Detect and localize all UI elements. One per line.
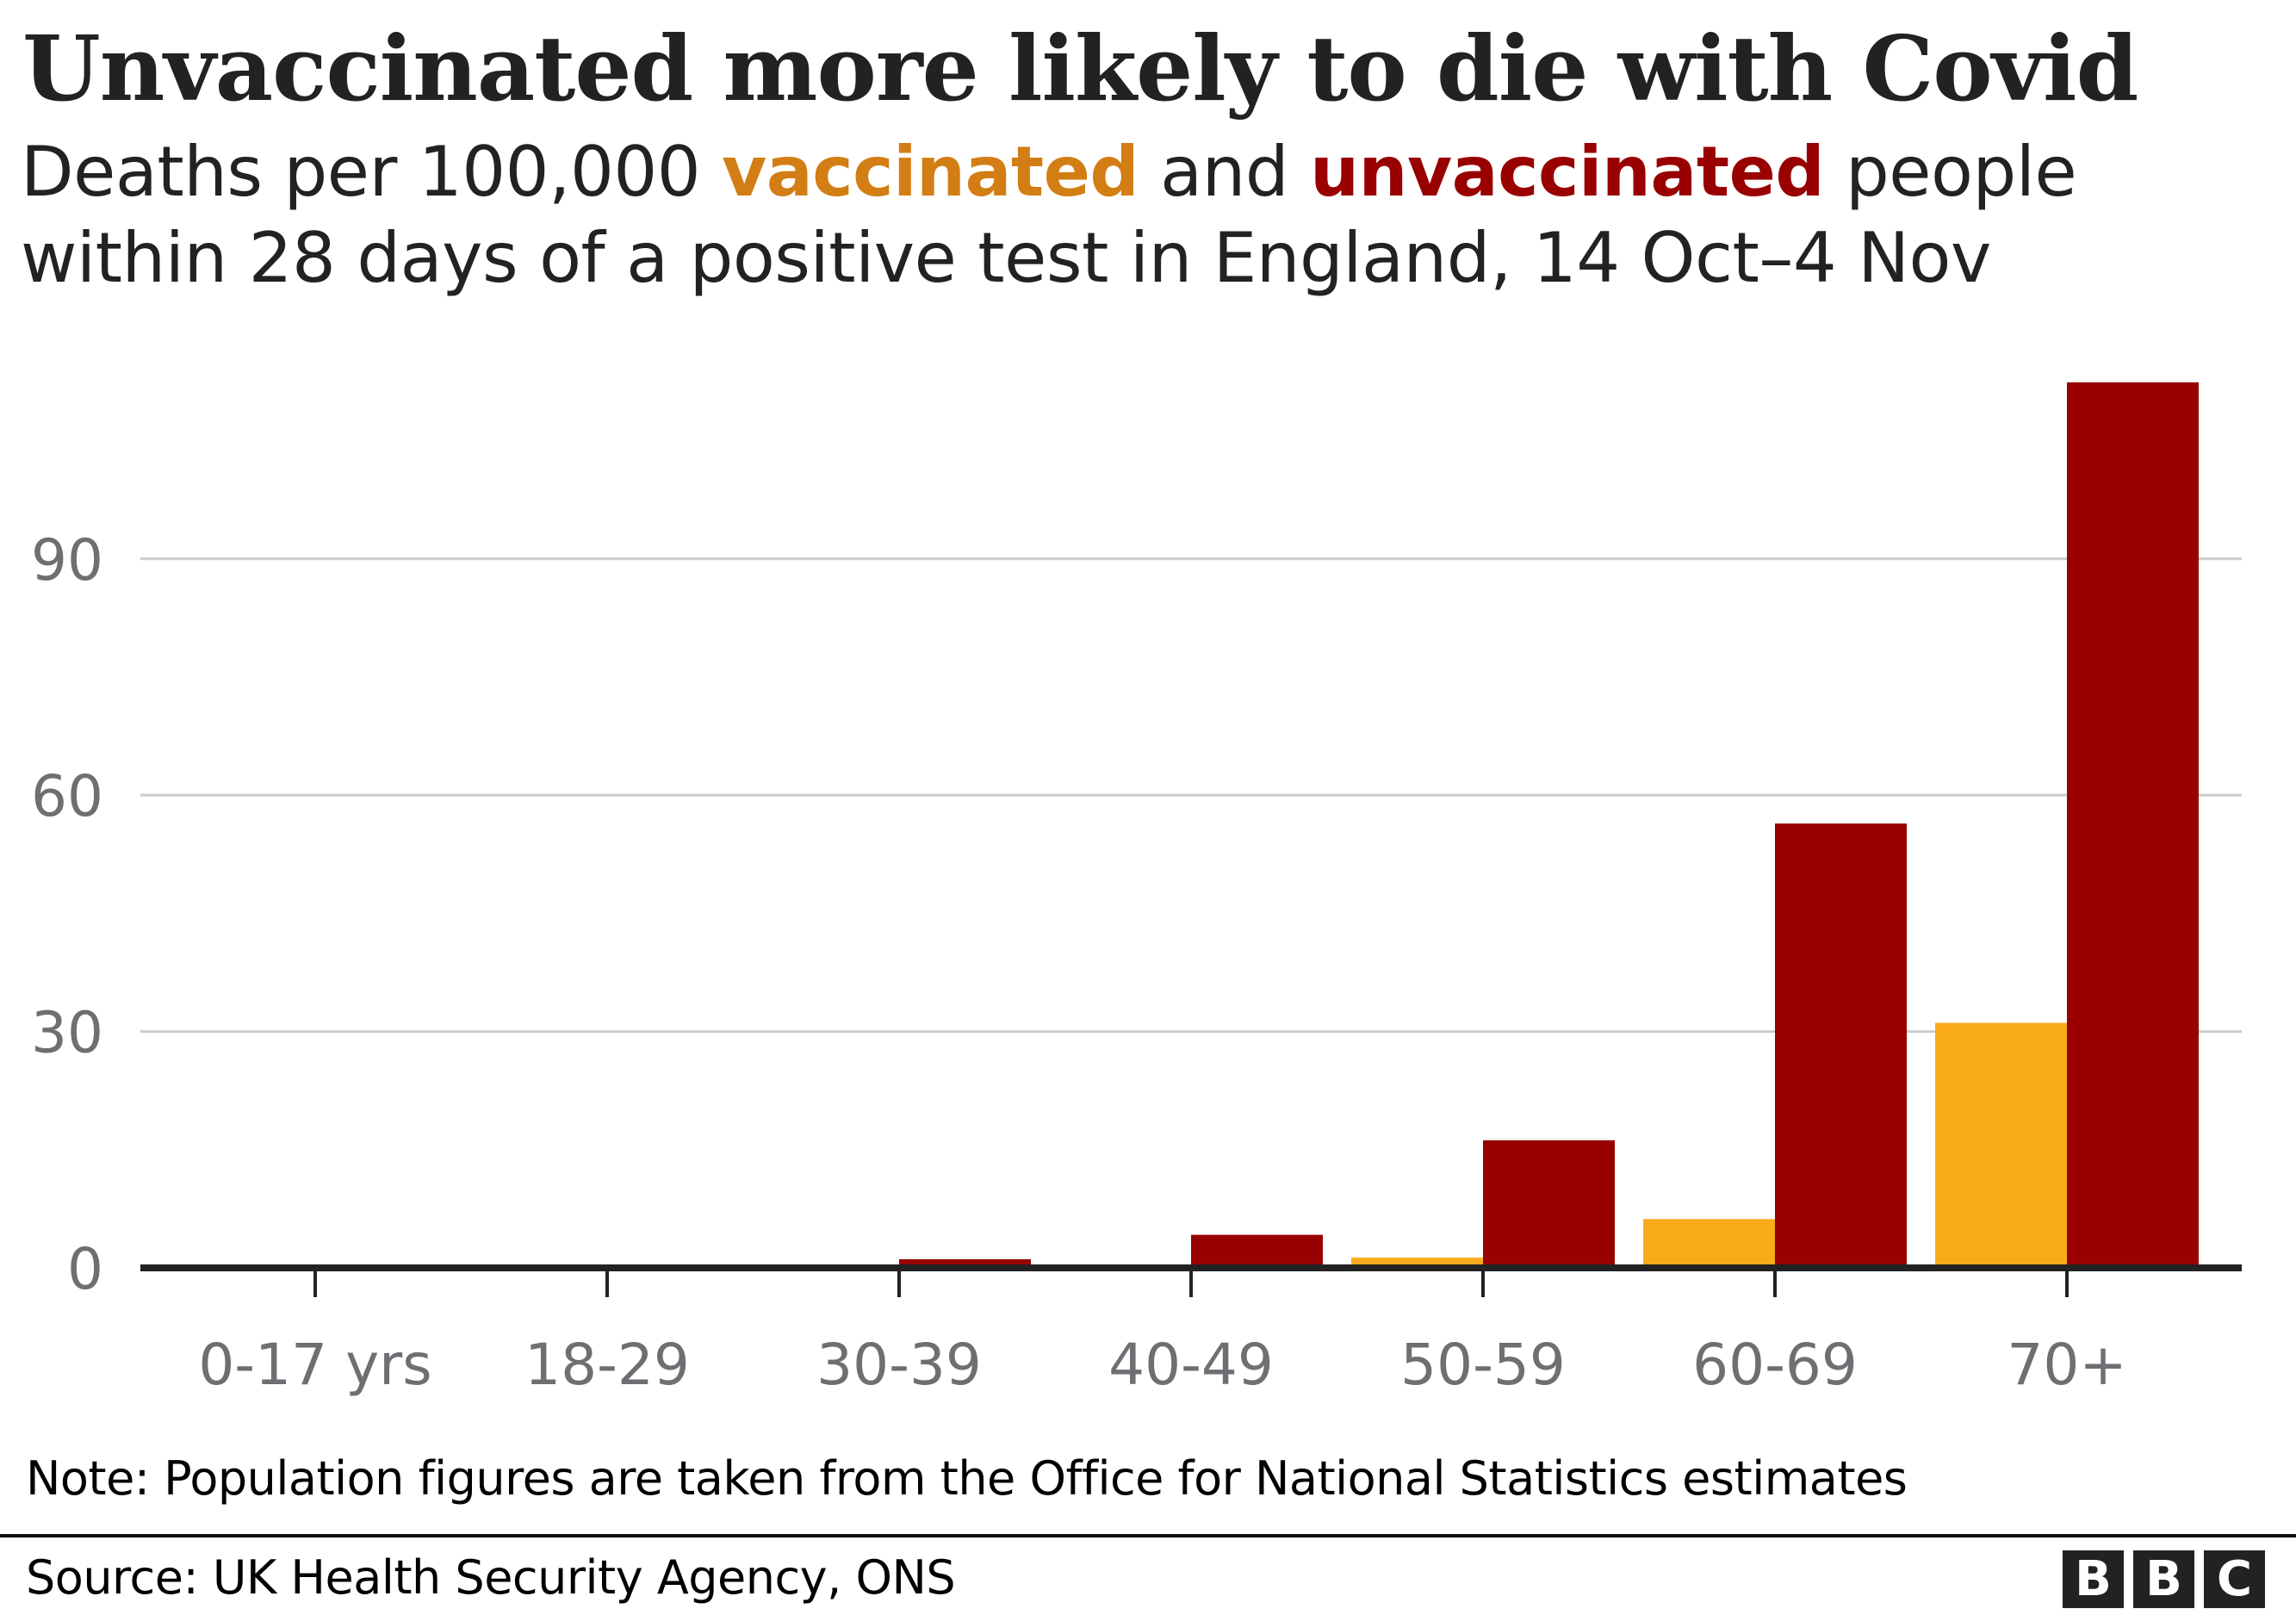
bar-chart: 0 30 60 90 0-17 yrs 18-29 30-39 40-49 50-59 60-6… bbox=[31, 382, 2242, 1398]
subtitle-text: and bbox=[1139, 132, 1311, 212]
bbc-logo-letter: B bbox=[2063, 1550, 2124, 1608]
legend-unvaccinated: unvaccinated bbox=[1310, 132, 1825, 212]
chart-title: Unvaccinated more likely to die with Cov… bbox=[22, 16, 2138, 121]
x-tick-label: 40-49 bbox=[1108, 1332, 1274, 1398]
chart-source: Source: UK Health Security Agency, ONS bbox=[26, 1550, 956, 1605]
y-axis-labels: 0 30 60 90 bbox=[31, 527, 103, 1302]
x-tick-label: 50-59 bbox=[1400, 1332, 1566, 1398]
bar-unvaccinated bbox=[1483, 1140, 1615, 1268]
x-tick-label: 30-39 bbox=[816, 1332, 982, 1398]
x-axis bbox=[140, 1264, 2242, 1297]
bar-vaccinated bbox=[1351, 1258, 1483, 1268]
subtitle-text: people bbox=[1824, 132, 2077, 212]
y-tick-label: 60 bbox=[31, 763, 103, 829]
subtitle-text: Deaths per 100,000 bbox=[21, 132, 723, 212]
bar-unvaccinated bbox=[1191, 1234, 1323, 1268]
x-tick-label: 70+ bbox=[2007, 1332, 2126, 1398]
x-axis-labels: 0-17 yrs 18-29 30-39 40-49 50-59 60-69 70+ bbox=[198, 1332, 2126, 1398]
bbc-logo: B B C bbox=[2063, 1550, 2265, 1608]
footer-divider bbox=[0, 1534, 2296, 1537]
legend-vaccinated: vaccinated bbox=[722, 132, 1139, 212]
chart-subtitle: Deaths per 100,000 vaccinated and unvacc… bbox=[21, 129, 2077, 301]
chart-note: Note: Population figures are taken from … bbox=[26, 1451, 1908, 1506]
subtitle-line-2: within 28 days of a positive test in Eng… bbox=[21, 218, 1991, 298]
x-tick-label: 0-17 yrs bbox=[198, 1332, 431, 1398]
bar-unvaccinated bbox=[1775, 823, 1907, 1268]
x-tick-label: 60-69 bbox=[1692, 1332, 1858, 1398]
y-tick-label: 30 bbox=[31, 1000, 103, 1066]
bar-vaccinated bbox=[1935, 1022, 2067, 1268]
bar-vaccinated bbox=[1643, 1219, 1775, 1268]
gridlines bbox=[140, 557, 2242, 1034]
bars bbox=[767, 382, 2199, 1268]
y-tick-label: 90 bbox=[31, 527, 103, 593]
x-tick-label: 18-29 bbox=[524, 1332, 690, 1398]
subtitle-line-1: Deaths per 100,000 vaccinated and unvacc… bbox=[21, 129, 2077, 215]
bbc-logo-letter: B bbox=[2133, 1550, 2194, 1608]
y-tick-label: 0 bbox=[67, 1236, 103, 1302]
bbc-logo-letter: C bbox=[2204, 1550, 2265, 1608]
bar-unvaccinated bbox=[899, 1258, 1031, 1268]
bar-unvaccinated bbox=[2067, 382, 2199, 1268]
